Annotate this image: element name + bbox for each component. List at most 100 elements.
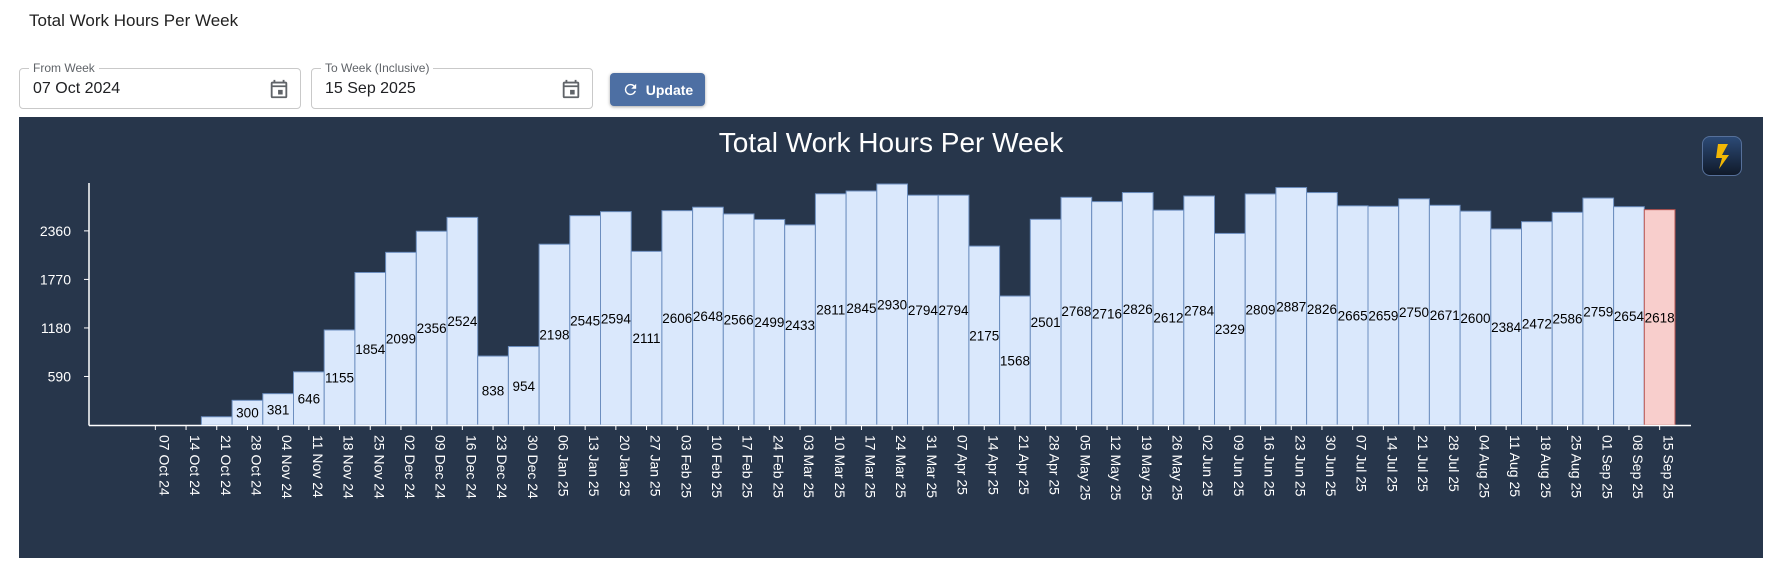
bar: [1060, 196, 1093, 426]
bar-value-label: 2472: [1522, 316, 1552, 331]
bar-value-label: 2329: [1215, 322, 1245, 337]
bar-value-label: 646: [298, 391, 321, 406]
bar-value-label: 2654: [1614, 309, 1645, 324]
bar: [876, 183, 908, 426]
x-tick-label: 28 Apr 25: [1047, 435, 1063, 495]
bar: [692, 206, 724, 426]
x-tick-label: 05 May 25: [1077, 435, 1093, 501]
x-tick-label: 09 Dec 24: [433, 435, 449, 499]
chart-panel: Total Work Hours Per Week 590 1180 1770 236…: [19, 117, 1763, 558]
x-tick-label: 16 Jun 25: [1262, 435, 1278, 497]
bar: [293, 371, 325, 426]
x-axis: 07 Oct 24 14 Oct 24 21 Oct 24 28 Oct 24 04 N…: [89, 424, 1691, 501]
x-tick-label: 17 Feb 25: [740, 435, 756, 498]
x-tick-label: 07 Jul 25: [1354, 435, 1370, 492]
calendar-icon[interactable]: [560, 78, 582, 100]
bar-value-label: 2759: [1583, 305, 1613, 320]
bar: [385, 251, 417, 426]
x-tick-label: 08 Sep 25: [1630, 435, 1646, 499]
bar-value-label: 2586: [1553, 312, 1583, 327]
calendar-icon[interactable]: [268, 78, 290, 100]
x-tick-label: 30 Dec 24: [525, 435, 541, 499]
x-tick-label: 04 Nov 24: [279, 435, 295, 499]
bar-value-label: 2524: [447, 314, 478, 329]
bar-value-label: 954: [512, 379, 535, 394]
y-tick-label: 1770: [40, 271, 71, 287]
lightning-logo-icon[interactable]: [1702, 136, 1742, 176]
bar-value-label: 2826: [1307, 302, 1337, 317]
bar: [1551, 211, 1584, 426]
bar: [1244, 193, 1277, 426]
bar-value-label: 1854: [355, 342, 386, 357]
y-tick-label: 2360: [40, 223, 71, 239]
bar: [600, 211, 632, 426]
bar: [1121, 192, 1154, 426]
bar-value-label: 2198: [539, 328, 569, 343]
bar-value-label: 300: [236, 406, 259, 421]
bar-value-label: 2111: [633, 331, 661, 346]
x-tick-label: 17 Mar 25: [862, 435, 878, 498]
bar-value-label: 2750: [1399, 305, 1429, 320]
update-button[interactable]: Update: [610, 73, 705, 106]
bar: [784, 224, 816, 426]
bar: [1367, 205, 1400, 426]
bar-value-label: 2716: [1092, 306, 1122, 321]
bar-value-label: 2845: [846, 301, 876, 316]
x-tick-label: 10 Feb 25: [709, 435, 725, 498]
bar-value-label: 2566: [724, 312, 754, 327]
x-tick-label: 02 Jun 25: [1200, 435, 1216, 497]
bar-value-label: 2433: [785, 318, 815, 333]
bar: [446, 216, 479, 426]
x-tick-label: 01 Sep 25: [1599, 435, 1615, 499]
bar: [1521, 221, 1553, 426]
bar: [722, 213, 755, 426]
bar: [1306, 192, 1338, 426]
bar: [937, 194, 970, 426]
from-week-field[interactable]: From Week 07 Oct 2024: [19, 61, 301, 109]
x-tick-label: 16 Dec 24: [463, 435, 479, 499]
bar-value-label: 2648: [693, 309, 723, 324]
bar: [354, 272, 387, 426]
from-week-value[interactable]: 07 Oct 2024: [33, 80, 121, 97]
bar-value-label: 2665: [1338, 308, 1368, 323]
bar-value-label: 2794: [908, 303, 939, 318]
bar-value-label: 2671: [1430, 308, 1460, 323]
x-tick-label: 18 Nov 24: [341, 435, 357, 499]
x-tick-label: 03 Feb 25: [678, 435, 694, 498]
bar: [1643, 209, 1676, 426]
bar: [907, 194, 939, 426]
bar-value-label: 2594: [601, 311, 632, 326]
to-week-field[interactable]: To Week (Inclusive) 15 Sep 2025: [311, 61, 593, 109]
x-tick-label: 07 Oct 24: [156, 435, 172, 496]
bar-chart: Total Work Hours Per Week 590 1180 1770 236…: [40, 127, 1691, 501]
bar-value-label: 2930: [877, 298, 907, 313]
bar-value-label: 2501: [1031, 315, 1061, 330]
bar-value-label: 838: [482, 384, 505, 399]
x-tick-label: 21 Oct 24: [218, 435, 234, 496]
x-tick-label: 02 Dec 24: [402, 435, 418, 499]
x-tick-label: 10 Mar 25: [832, 435, 848, 498]
bar: [814, 193, 847, 426]
x-tick-label: 07 Apr 25: [955, 435, 971, 495]
from-week-label: From Week: [29, 61, 99, 75]
bar: [262, 393, 295, 426]
bar-value-label: 2499: [754, 315, 784, 330]
x-tick-label: 14 Jul 25: [1384, 435, 1400, 492]
to-week-value[interactable]: 15 Sep 2025: [325, 80, 416, 97]
x-tick-label: 19 May 25: [1139, 435, 1155, 501]
x-tick-label: 06 Jan 25: [555, 435, 571, 497]
x-tick-label: 30 Jun 25: [1323, 435, 1339, 497]
x-tick-label: 21 Jul 25: [1415, 435, 1431, 492]
bars: [200, 183, 1676, 426]
bar: [415, 230, 448, 426]
x-tick-label: 09 Jun 25: [1231, 435, 1247, 497]
bar-value-label: 1568: [1000, 354, 1030, 369]
x-tick-label: 15 Sep 25: [1661, 435, 1677, 499]
bar-value-label: 2606: [662, 311, 692, 326]
x-tick-label: 25 Aug 25: [1569, 435, 1585, 498]
x-tick-label: 11 Nov 24: [310, 435, 326, 498]
x-tick-label: 31 Mar 25: [924, 435, 940, 498]
x-tick-label: 24 Mar 25: [893, 435, 909, 498]
x-tick-label: 11 Aug 25: [1507, 435, 1523, 497]
bar: [661, 210, 694, 426]
